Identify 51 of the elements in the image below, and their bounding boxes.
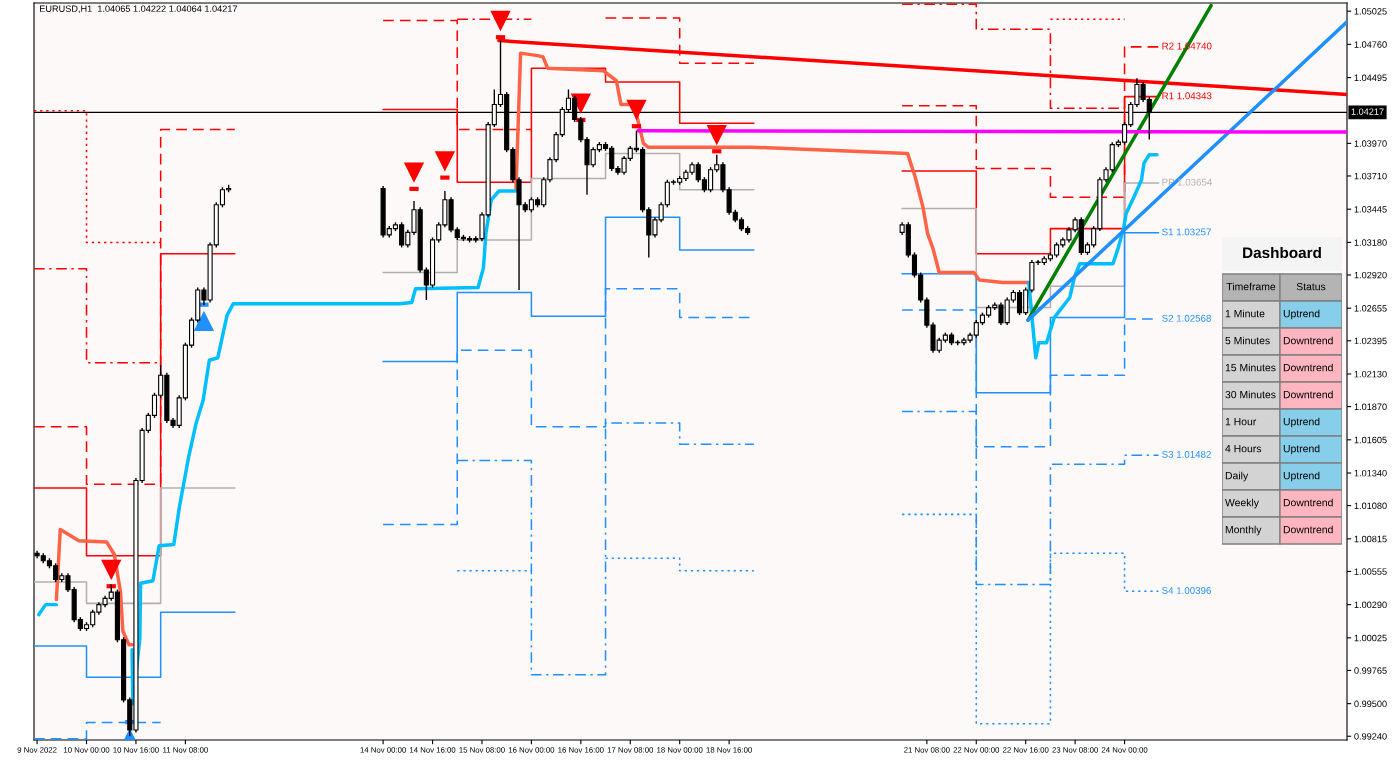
y-tick-label: 1.00815 — [1354, 535, 1387, 543]
annotation: S2 1.02568 — [1162, 314, 1211, 322]
annotation: S1 1.03257 — [1162, 228, 1211, 236]
y-tick-label: 1.02130 — [1354, 370, 1387, 378]
annotation: Uptrend — [1283, 471, 1320, 482]
annotation: 4 Hours — [1225, 445, 1262, 453]
text: Dashboard — [1243, 246, 1321, 259]
y-tick-label: 1.01080 — [1354, 502, 1387, 510]
y-tick-label: 0.99240 — [1354, 733, 1387, 740]
annotation: Weekly — [1225, 498, 1259, 509]
annotation: Uptrend — [1283, 417, 1320, 428]
y-tick-label: 1.00290 — [1354, 601, 1387, 609]
y-tick-label: 1.04495 — [1354, 74, 1387, 81]
annotation: Downtrend — [1283, 336, 1333, 345]
annotation: 30 Minutes — [1225, 390, 1276, 399]
annotation: Status — [1296, 282, 1326, 291]
y-tick-label: 1.03445 — [1354, 206, 1387, 213]
annotation: Daily — [1225, 471, 1249, 482]
ref-line-label: 1.04217 — [1351, 108, 1384, 115]
y-tick-label: 0.99500 — [1354, 700, 1387, 708]
annotation: R1 1.04343 — [1162, 92, 1212, 100]
y-tick-label: 1.01340 — [1354, 469, 1387, 477]
annotation: Downtrend — [1283, 363, 1333, 372]
y-tick-label: 1.00025 — [1354, 634, 1387, 642]
y-tick-label: 1.02395 — [1354, 337, 1387, 345]
y-tick-label: 1.00555 — [1354, 568, 1387, 575]
y-tick-label: 1.03710 — [1354, 172, 1387, 180]
y-tick-label: 0.99765 — [1354, 667, 1387, 674]
annotation: 1 Hour — [1225, 418, 1257, 426]
y-tick-label: 1.02920 — [1354, 271, 1387, 279]
y-tick-label: 1.04760 — [1354, 41, 1387, 48]
chart-title: EURUSD,H1 1.04065 1.04222 1.04064 1.04217 — [40, 5, 238, 14]
annotation: Monthly — [1225, 525, 1262, 536]
annotation: Downtrend — [1283, 525, 1333, 534]
y-tick-label: 1.02655 — [1354, 305, 1387, 312]
y-tick-label: 1.01870 — [1354, 403, 1387, 411]
y-tick-label: 1.03180 — [1354, 239, 1387, 246]
annotation: PP 1.03654 — [1162, 178, 1212, 186]
annotation: Timeframe — [1226, 282, 1276, 291]
annotation: Downtrend — [1283, 498, 1333, 507]
y-tick-label: 1.05025 — [1354, 8, 1387, 15]
annotation: Downtrend — [1283, 390, 1333, 399]
annotation: 5 Minutes — [1225, 336, 1270, 345]
annotation: Uptrend — [1283, 309, 1320, 320]
annotation: Uptrend — [1283, 444, 1320, 455]
y-tick-label: 1.01605 — [1354, 436, 1387, 444]
annotation: 1 Minute — [1225, 309, 1265, 318]
annotation: S4 1.00396 — [1162, 587, 1211, 594]
annotation: S3 1.01482 — [1162, 450, 1211, 458]
y-tick-label: 1.03970 — [1354, 140, 1387, 147]
annotation: 15 Minutes — [1225, 363, 1276, 372]
